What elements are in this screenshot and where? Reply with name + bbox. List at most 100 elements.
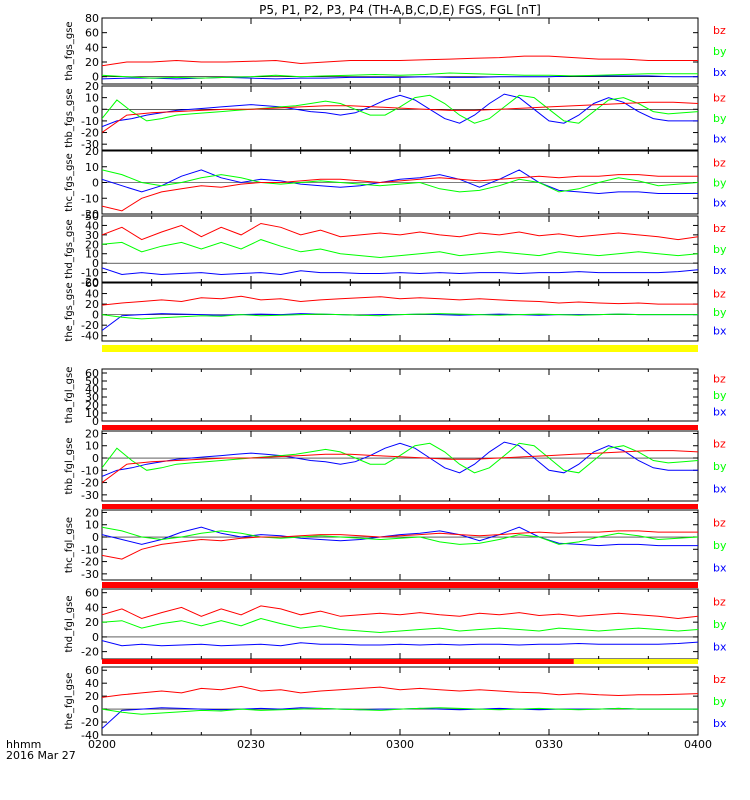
y-tick-label: 20: [85, 56, 99, 69]
status-bar: [102, 659, 698, 664]
legend-by: by: [713, 45, 727, 58]
y-tick-label: -40: [81, 729, 99, 742]
series-line-bz: [102, 530, 698, 560]
y-tick-label: 10: [85, 248, 99, 261]
y-axis-label: thc_fgs_gse: [64, 153, 75, 212]
y-tick-label: 10: [85, 92, 99, 105]
y-tick-label: 10: [85, 519, 99, 532]
status-bars: [102, 345, 698, 664]
y-tick-label: 10: [85, 407, 99, 420]
y-tick-label: 0: [92, 257, 99, 270]
x-label-line2: 2016 Mar 27: [6, 749, 76, 762]
legend-bz: bz: [713, 517, 726, 530]
y-tick-label: 40: [85, 601, 99, 614]
y-axis-label: thc_fgl_gse: [64, 517, 75, 573]
status-bar: [102, 582, 698, 588]
y-tick-label: 30: [85, 229, 99, 242]
y-tick-label: 20: [85, 238, 99, 251]
series-line-bx: [102, 267, 698, 276]
y-tick-label: 10: [85, 161, 99, 174]
y-tick-label: -40: [81, 330, 99, 343]
status-bar: [102, 425, 698, 430]
legend-by: by: [713, 243, 727, 256]
series-group: [102, 295, 698, 331]
y-tick-label: 0: [92, 71, 99, 84]
series-line-by: [102, 72, 698, 79]
legend-bx: bx: [713, 561, 727, 574]
y-axis-label: the_fgl_gse: [64, 673, 75, 730]
series-group: [102, 222, 698, 276]
y-tick-label: 20: [85, 616, 99, 629]
panel-frame: [101, 368, 699, 422]
legend-bz: bz: [713, 156, 726, 169]
y-tick-label: 40: [85, 383, 99, 396]
y-tick-label: -30: [81, 489, 99, 502]
y-tick-label: -20: [81, 716, 99, 729]
y-tick-label: -10: [81, 543, 99, 556]
series-line-by: [102, 169, 698, 193]
legend-by: by: [713, 539, 727, 552]
panel-frame: [101, 430, 699, 502]
y-tick-label: 60: [85, 367, 99, 380]
y-tick-label: 60: [85, 664, 99, 677]
series-line-bz: [102, 174, 698, 212]
status-segment-red: [102, 659, 574, 664]
y-tick-label: 20: [85, 506, 99, 519]
y-tick-label: 0: [92, 177, 99, 190]
series-line-bx: [102, 169, 698, 195]
series-line-bz: [102, 605, 698, 620]
x-tick-label: 0330: [535, 738, 563, 751]
y-tick-label: 0: [92, 309, 99, 322]
series-group: [102, 93, 698, 133]
status-segment-yellow: [573, 659, 698, 664]
legend-bz: bz: [713, 222, 726, 235]
y-tick-label: 0: [92, 631, 99, 644]
x-label-line1: hhmm: [6, 738, 41, 751]
legend-bx: bx: [713, 197, 727, 210]
y-tick-label: -30: [81, 568, 99, 581]
y-tick-label: -10: [81, 192, 99, 205]
y-tick-label: 50: [85, 210, 99, 223]
y-tick-label: 40: [85, 219, 99, 232]
legend-bz: bz: [713, 438, 726, 451]
y-tick-label: 20: [85, 427, 99, 440]
status-segment-red: [102, 425, 698, 430]
series-line-by: [102, 313, 698, 320]
y-tick-label: 60: [85, 277, 99, 290]
y-tick-label: 0: [92, 703, 99, 716]
legend-bz: bz: [713, 596, 726, 609]
series-group: [102, 605, 698, 647]
series-line-bx: [102, 441, 698, 477]
y-tick-label: 20: [85, 399, 99, 412]
series-line-by: [102, 526, 698, 545]
series-line-bx: [102, 526, 698, 547]
series-line-bz: [102, 101, 698, 133]
panel-frame: [101, 17, 699, 85]
y-tick-label: 0: [92, 531, 99, 544]
y-axis-label: the_fgs_gse: [64, 282, 75, 341]
legend-by: by: [713, 177, 727, 190]
y-tick-label: -20: [81, 127, 99, 140]
series-line-by: [102, 442, 698, 474]
status-segment-yellow: [102, 345, 698, 352]
x-tick-label: 0300: [386, 738, 414, 751]
y-tick-label: 40: [85, 677, 99, 690]
y-tick-label: -20: [81, 276, 99, 289]
panel-thc_fgs_gse: -20 -10 0 10 20 thc_fgs_gse bz by bx: [64, 145, 727, 221]
series-group: [102, 685, 698, 729]
series-line-bx: [102, 640, 698, 647]
series-line-bz: [102, 685, 698, 698]
x-tick-label: 0230: [237, 738, 265, 751]
chart-title: P5, P1, P2, P3, P4 (TH-A,B,C,D,E) FGS, F…: [259, 3, 541, 17]
legend-bx: bx: [713, 406, 727, 419]
series-line-by: [102, 617, 698, 634]
y-tick-label: 20: [85, 298, 99, 311]
series-line-bz: [102, 450, 698, 484]
y-tick-label: -10: [81, 267, 99, 280]
legend-by: by: [713, 618, 727, 631]
status-segment-red: [102, 582, 698, 588]
